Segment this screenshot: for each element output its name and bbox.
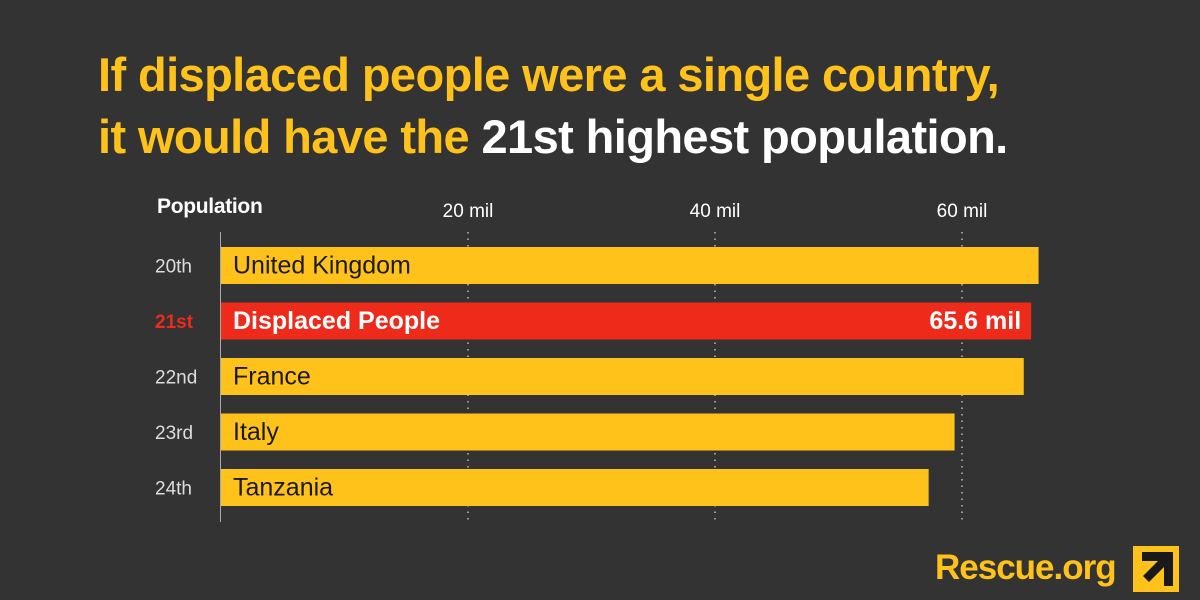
rank-label-0: 20th	[155, 257, 192, 278]
axis-title: Population	[157, 195, 263, 218]
rank-label-2: 22nd	[155, 368, 197, 389]
irc-arrow-icon[interactable]	[1133, 546, 1179, 592]
brand-text[interactable]: Rescue.org	[935, 548, 1117, 587]
bar-4	[221, 469, 929, 506]
bar-label-3: Italy	[233, 418, 279, 446]
x-tick-label-0: 20 mil	[443, 201, 494, 222]
x-tick-label-2: 60 mil	[937, 201, 988, 222]
bar-value-label-1: 65.6 mil	[929, 307, 1021, 335]
headline-line2-prefix: it would have the	[98, 110, 482, 163]
x-tick-label-1: 40 mil	[690, 201, 741, 222]
rank-label-4: 24th	[155, 479, 192, 500]
bar-label-0: United Kingdom	[233, 252, 411, 280]
headline-highlight: 21st highest population.	[481, 110, 1009, 163]
bar-label-1: Displaced People	[233, 307, 440, 335]
bar-label-4: Tanzania	[233, 474, 333, 502]
bar-label-2: France	[233, 363, 311, 391]
bar-2	[221, 358, 1024, 395]
bar-3	[221, 413, 955, 451]
bar-1	[221, 302, 1032, 340]
bar-0	[221, 247, 1039, 284]
headline-line1: If displaced people were a single countr…	[98, 48, 1000, 101]
headline: If displaced people were a single countr…	[98, 44, 1178, 168]
rank-label-1: 21st	[155, 312, 194, 333]
rank-label-3: 23rd	[155, 423, 193, 444]
